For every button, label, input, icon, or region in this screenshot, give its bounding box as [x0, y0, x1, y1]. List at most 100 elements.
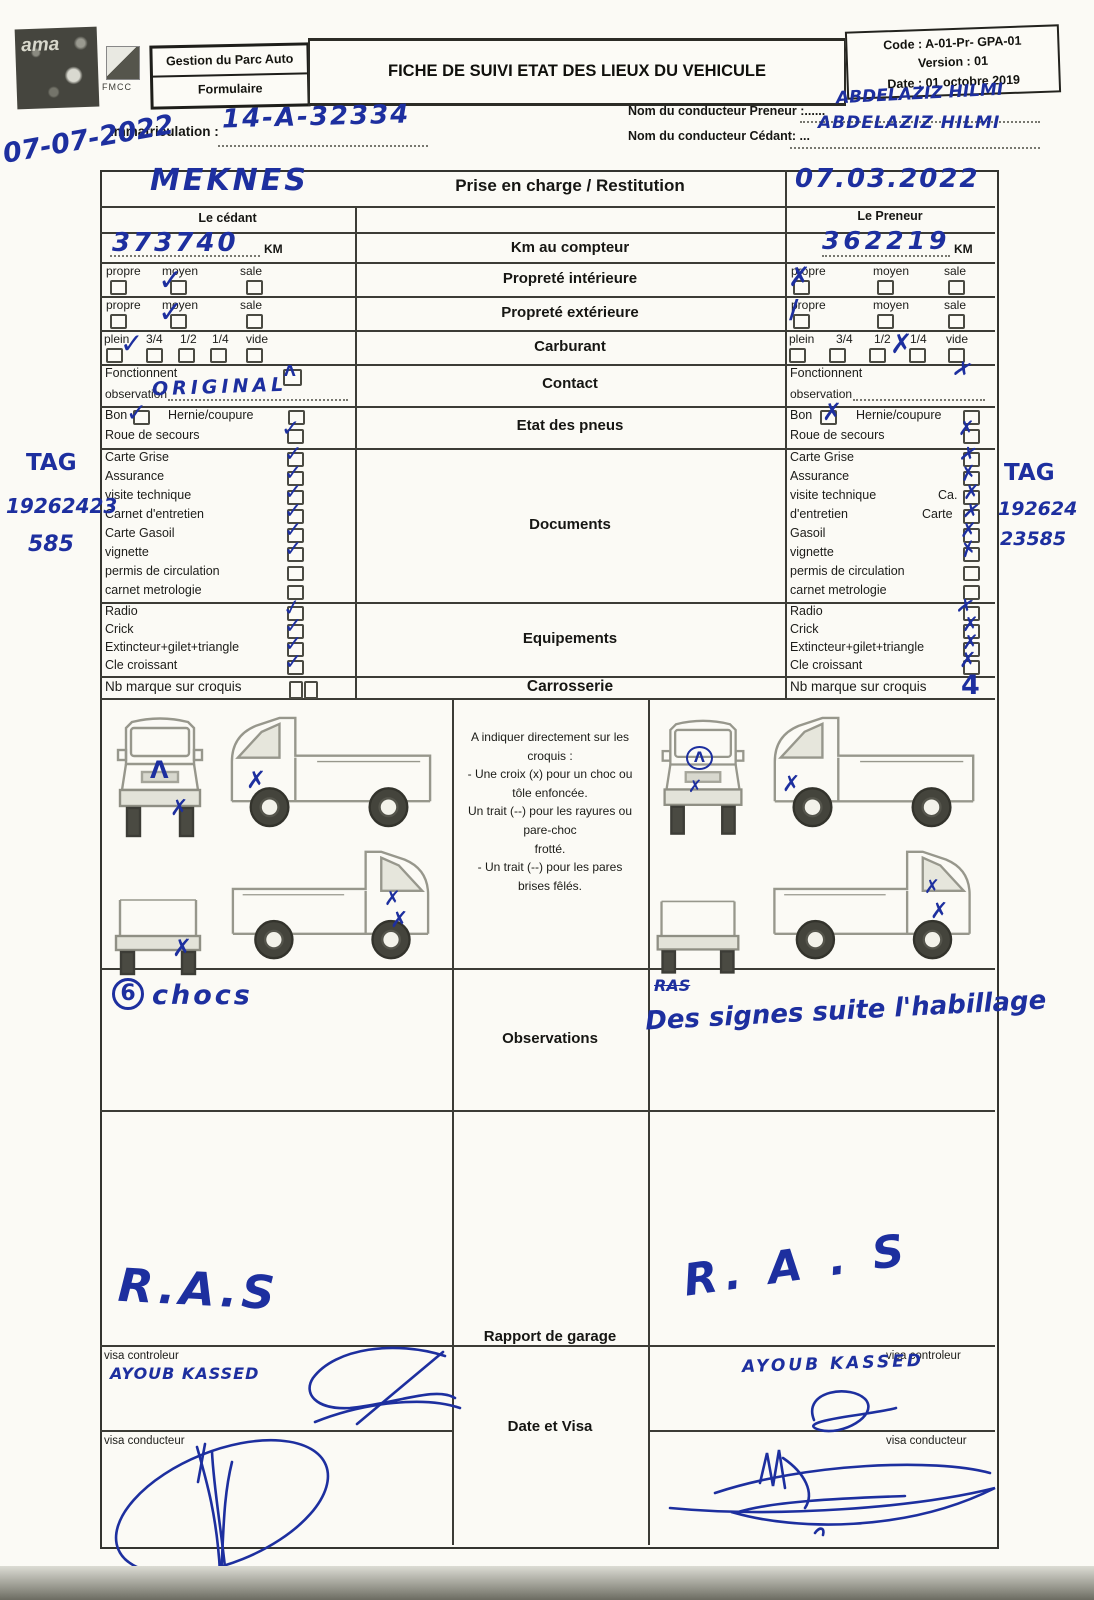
sketch-van-side2-cedant — [218, 844, 443, 966]
opt-moyen: moyen — [873, 264, 910, 278]
ink-mark: / — [789, 295, 799, 325]
doc-item: Carte Gasoil — [105, 526, 175, 540]
ink-mark: ✗ — [930, 899, 949, 924]
stamp-text: ama — [20, 33, 60, 57]
doc-item: Carte Grise — [790, 450, 854, 464]
checkbox — [210, 348, 227, 363]
doc-item: Assurance — [105, 469, 165, 483]
ink-mark: ✗ — [958, 416, 975, 440]
opt-14: 1/4 — [910, 332, 927, 346]
row-label-carrosserie: Carrosserie — [526, 678, 614, 695]
doc-item: visite technique — [790, 488, 877, 502]
doc-item: Carte Grise — [105, 450, 169, 464]
checkbox — [963, 642, 980, 657]
obs-preneur-struck: RAS — [654, 976, 691, 995]
doc-item: carnet metrologie — [790, 583, 887, 597]
checkbox — [287, 471, 304, 486]
opt-sale: sale — [944, 264, 967, 278]
city-handwritten: MEKNES — [150, 163, 309, 198]
checkbox — [963, 509, 980, 524]
table-frame — [100, 170, 999, 1549]
ink-mark: ✗ — [788, 262, 811, 293]
dept-line2: Formulaire — [197, 81, 263, 97]
scan-edge-band — [0, 1566, 1094, 1600]
doc-item: vignette — [790, 545, 834, 559]
checkbox — [287, 585, 304, 600]
opt-propre: propre — [106, 298, 141, 312]
fonctionnent-label: Fonctionnent — [105, 366, 178, 380]
doc-item: permis de circulation — [105, 564, 220, 578]
nb-marque-label: Nb marque sur croquis — [790, 679, 927, 694]
opt-plein: plein — [104, 332, 130, 346]
checkbox — [288, 410, 305, 425]
divider — [100, 296, 995, 298]
doc-item: permis de circulation — [790, 564, 905, 578]
nb-marque-label: Nb marque sur croquis — [105, 679, 242, 694]
instruction-line: pare-choc — [523, 822, 577, 837]
checkbox — [110, 314, 127, 329]
cedant-name-value: ABDELAZIZ HILMI — [818, 113, 1001, 133]
margin-num-left-2: 585 — [28, 532, 74, 557]
ink-mark: ✓ — [158, 263, 184, 298]
margin-num-right-2: 23585 — [1000, 528, 1067, 550]
ink-mark: Λ — [284, 362, 296, 380]
roue-label: Roue de secours — [105, 428, 200, 442]
row-label-proprete-int: Propreté intérieure — [502, 270, 638, 287]
ink-mark: ✗ — [170, 796, 189, 821]
fmcc-logo-label: FMCC — [102, 82, 132, 92]
ink-mark: ✗ — [384, 886, 401, 910]
col-header-cedant: Le cédant — [198, 211, 257, 225]
ink-mark: ✗ — [963, 480, 980, 504]
immatriculation-label: Immatriculation : — [110, 124, 219, 139]
ink-mark: ✗ — [822, 398, 843, 426]
equip-item: Cle croissant — [105, 658, 178, 672]
margin-num-right-1: 192624 — [998, 498, 1078, 520]
instruction-line: brises fêlés. — [517, 878, 583, 893]
divider — [648, 698, 650, 1545]
instruction-line: - Une croix (x) pour un choc ou — [467, 767, 633, 782]
instruction-line: Un trait (--) pour les rayures ou — [467, 804, 633, 819]
km-unit-cedant: KM — [264, 242, 283, 256]
checkbox — [304, 681, 318, 699]
checkbox — [287, 509, 304, 524]
opt-vide: vide — [246, 332, 269, 346]
checkbox — [963, 624, 980, 639]
margin-date-note: 07-07-2022 — [0, 109, 177, 170]
equip-item: Extincteur+gilet+triangle — [105, 640, 240, 654]
ink-stamp: ama — [14, 26, 100, 110]
opt-moyen: moyen — [873, 298, 910, 312]
opt-12: 1/2 — [874, 332, 891, 346]
fmcc-logo-icon — [106, 46, 140, 80]
checkbox — [948, 348, 965, 363]
divider — [452, 698, 454, 1545]
instruction-line: croquis : — [527, 748, 573, 763]
checkbox — [793, 280, 810, 295]
checkbox — [869, 348, 886, 363]
ink-mark: ✗ — [962, 630, 979, 654]
signature-conducteur-cedant — [114, 1438, 330, 1592]
checkbox — [829, 348, 846, 363]
ink-mark: ✗ — [688, 777, 703, 797]
row-label-equipements: Equipements — [522, 630, 618, 647]
doc-item: visite technique — [105, 488, 192, 502]
row-label-pneus: Etat des pneus — [516, 417, 624, 434]
ink-mark: ✓ — [284, 518, 303, 543]
checkbox — [820, 410, 837, 425]
ink-mark: ✗ — [390, 908, 409, 933]
margin-tag-right: TAG — [1004, 460, 1055, 486]
ink-mark: ✓ — [126, 398, 147, 427]
checkbox — [178, 348, 195, 363]
divider — [100, 364, 995, 366]
checkbox — [948, 314, 965, 329]
ink-mark: ✗ — [890, 329, 913, 360]
equip-item: Cle croissant — [790, 658, 863, 672]
margin-tag-left: TAG — [26, 450, 77, 476]
checkbox — [170, 314, 187, 329]
nb-marque-preneur-value: 4 — [961, 670, 980, 701]
checkbox — [948, 280, 965, 295]
ink-mark: ✗ — [782, 772, 801, 797]
ink-mark: ✓ — [284, 632, 303, 657]
checkbox — [963, 471, 980, 486]
opt-propre: propre — [791, 298, 826, 312]
ink-mark: ✓ — [158, 295, 184, 330]
